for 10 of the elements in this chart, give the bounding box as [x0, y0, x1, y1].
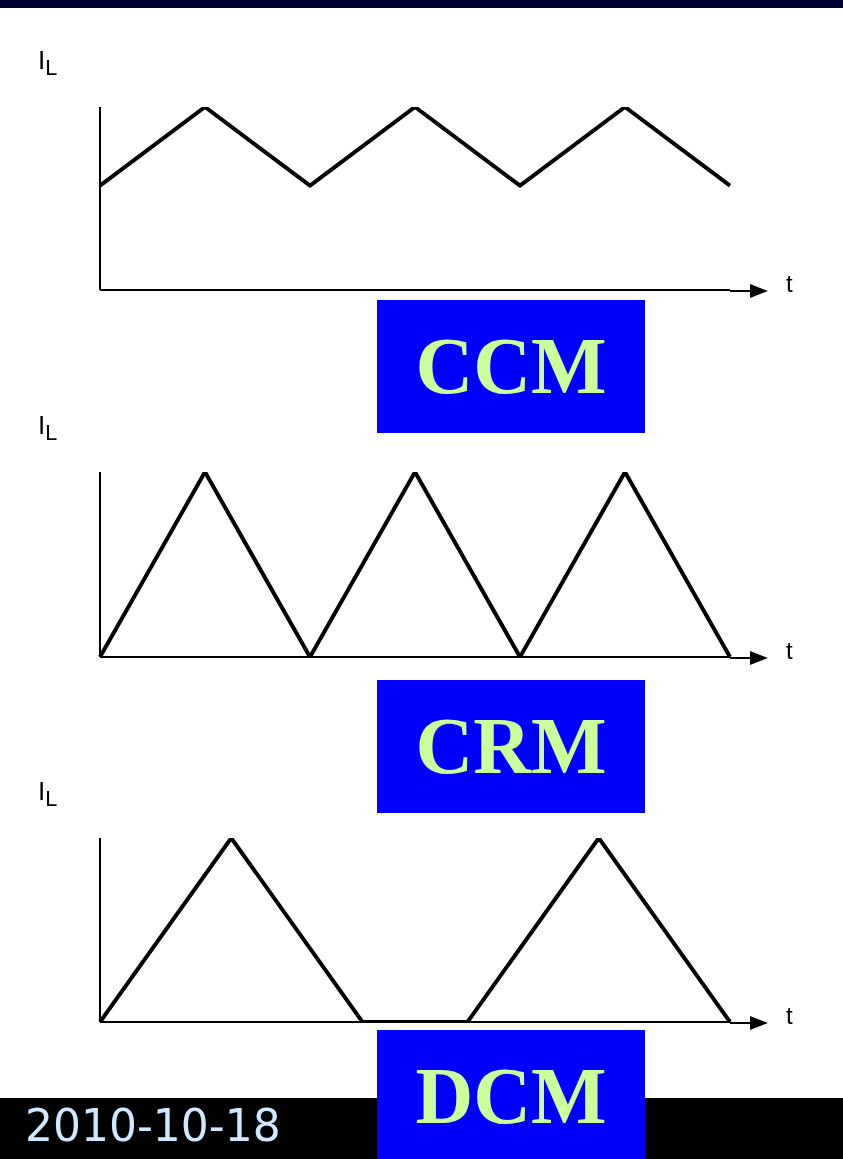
x-axis-title: t [786, 637, 793, 665]
x-axis-title: t [786, 270, 793, 298]
y-axis-title: I$_{L}$ [38, 410, 58, 447]
text: DCM [415, 1051, 607, 1142]
y-axis-title: I$_{L}$ [38, 776, 58, 813]
x-axis-title: t [786, 1002, 793, 1030]
text: CCM [415, 321, 607, 412]
text: CRM [415, 701, 607, 792]
text: 2010-10-18 [25, 1100, 281, 1151]
y-axis-title: I$_{L}$ [38, 45, 58, 82]
